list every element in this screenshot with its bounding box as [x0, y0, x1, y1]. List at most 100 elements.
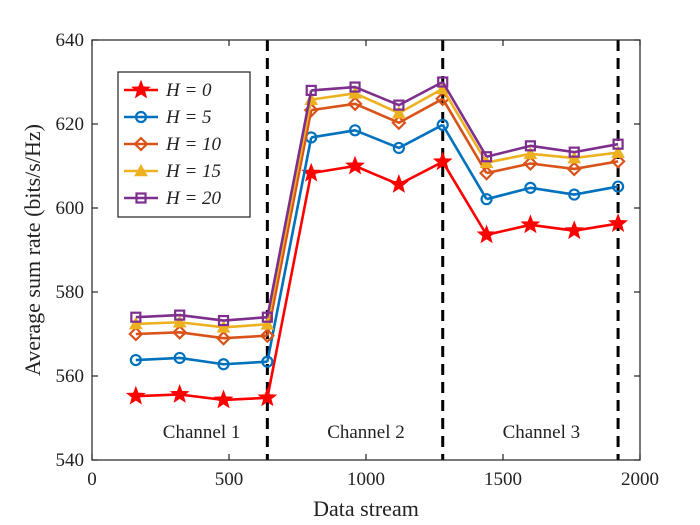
series-1-point-7 — [388, 174, 409, 193]
legend-marker — [134, 163, 148, 177]
x-tick-label: 500 — [215, 469, 244, 490]
series-2-point-8 — [436, 118, 449, 131]
channel-annotations: Channel 1 Channel 2 Channel 3 — [163, 422, 580, 443]
series-1-point-10 — [520, 214, 541, 234]
series-4-point-7 — [392, 106, 406, 119]
x-tick-label: 1500 — [484, 469, 522, 490]
series-4-point-3 — [216, 320, 231, 333]
series-3-point-10 — [522, 155, 538, 172]
series-2 — [129, 118, 625, 371]
y-tick-label: 600 — [56, 198, 85, 219]
series-3-point-2 — [172, 324, 188, 340]
series-4-point-10 — [523, 146, 538, 160]
series-3-line-2 — [311, 97, 444, 125]
series-5-jump-1 — [266, 90, 313, 318]
series-1-line-2 — [310, 160, 444, 186]
series-5-jump-2 — [441, 81, 488, 158]
channel-label-2: Channel 2 — [327, 422, 405, 443]
series-layer — [125, 76, 628, 409]
series-1-line-3 — [486, 222, 619, 237]
legend-marker — [134, 110, 148, 124]
series-5-line-3 — [486, 142, 619, 159]
series-4-point-4 — [260, 317, 275, 330]
channel-label-1: Channel 1 — [163, 422, 241, 443]
series-2-line-1 — [135, 356, 268, 366]
series-5-point-11 — [568, 146, 580, 158]
series-2-point-9 — [480, 193, 493, 206]
series-5-point-9 — [480, 151, 493, 163]
series-4-jump-1 — [266, 99, 313, 325]
y-tick-label: 540 — [56, 450, 85, 471]
series-3-point-6 — [347, 96, 363, 112]
series-3-line-1 — [135, 331, 268, 340]
series-1-jump-2 — [441, 161, 488, 236]
legend-label: H = 5 — [165, 107, 212, 128]
legend-marker — [133, 136, 149, 152]
series-3-point-11 — [566, 161, 582, 177]
legend: H = 0 H = 5 H = 10 H = 15 H = 20 — [117, 71, 251, 218]
series-2-point-4 — [261, 355, 274, 368]
series-3-point-1 — [128, 326, 144, 342]
series-4 — [128, 81, 625, 333]
series-5-point-3 — [217, 314, 230, 327]
series-3 — [128, 91, 626, 346]
series-5-point-4 — [261, 311, 273, 323]
series-4-point-2 — [172, 315, 187, 328]
series-4-point-6 — [348, 86, 362, 99]
legend-item-3: H = 10 — [124, 134, 222, 155]
channel-label-3: Channel 3 — [503, 422, 581, 443]
series-4-jump-2 — [441, 88, 488, 164]
series-1-point-9 — [476, 224, 497, 244]
series-3-jump-1 — [266, 109, 313, 336]
series-5-point-12 — [612, 138, 624, 150]
y-tick-label: 640 — [56, 30, 85, 51]
legend-label: H = 0 — [165, 80, 212, 101]
legend-label: H = 15 — [165, 161, 221, 182]
series-3-point-4 — [259, 328, 275, 344]
series-1 — [125, 151, 628, 409]
series-5-line-1 — [135, 313, 268, 322]
series-3-point-3 — [215, 330, 232, 346]
series-2-point-3 — [217, 358, 230, 371]
axes: 0 500 1000 1500 2000 540 560 580 600 620 640 — [56, 30, 660, 490]
series-2-line-3 — [486, 185, 619, 201]
series-1-line-1 — [135, 393, 268, 402]
series-3-point-7 — [391, 115, 407, 131]
series-2-point-1 — [129, 353, 142, 367]
series-3-line-3 — [486, 160, 619, 175]
series-1-point-4 — [257, 387, 278, 407]
series-5-point-2 — [174, 309, 186, 321]
series-1-point-8 — [432, 151, 453, 171]
series-4-line-2 — [311, 87, 444, 115]
x-tick-label: 2000 — [621, 469, 659, 490]
series-1-point-3 — [213, 389, 234, 409]
y-tick-label: 580 — [56, 282, 85, 303]
series-2-point-6 — [348, 124, 362, 137]
x-tick-label: 0 — [87, 469, 97, 490]
series-5-point-6 — [349, 81, 361, 93]
series-4-line-1 — [135, 320, 268, 329]
series-1-point-6 — [345, 155, 365, 175]
series-4-point-1 — [128, 316, 143, 330]
series-3-point-9 — [479, 165, 495, 181]
series-4-line-3 — [486, 151, 619, 164]
y-axis-label: Average sum rate (bits/s/Hz) — [20, 124, 45, 376]
series-5-point-7 — [393, 99, 405, 111]
series-1-point-11 — [564, 220, 585, 240]
series-3-point-12 — [610, 153, 626, 169]
x-axis-label: Data stream — [313, 496, 419, 521]
series-2-point-2 — [173, 351, 186, 365]
legend-item-2: H = 5 — [124, 107, 212, 128]
series-5 — [130, 76, 624, 327]
series-1-point-1 — [125, 385, 146, 405]
y-tick-label: 620 — [56, 114, 85, 135]
series-2-jump-1 — [266, 137, 313, 362]
series-2-line-2 — [310, 123, 444, 150]
series-2-point-12 — [611, 180, 625, 193]
series-5-point-1 — [130, 311, 142, 323]
series-5-line-2 — [311, 80, 444, 107]
series-2-point-7 — [392, 141, 405, 155]
legend-marker — [135, 192, 147, 204]
series-1-point-2 — [169, 384, 190, 403]
